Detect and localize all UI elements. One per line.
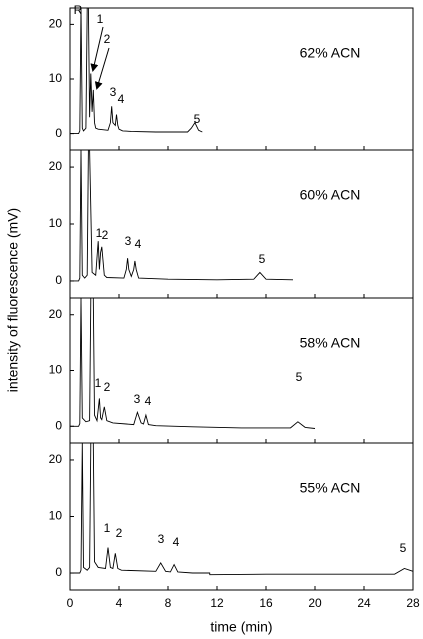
x-tick-label: 0	[67, 596, 74, 610]
panel-frame	[69, 442, 414, 591]
x-tick-label: 4	[116, 596, 123, 610]
peak-label: 3	[110, 85, 117, 99]
y-tick-label: 10	[49, 216, 63, 230]
peak-label: 2	[104, 380, 111, 394]
x-tick-label: 16	[259, 596, 273, 610]
y-tick-label: 0	[55, 126, 62, 140]
arrow	[94, 47, 110, 90]
peak-label: 5	[296, 370, 303, 384]
panel-label: 62% ACN	[300, 45, 361, 61]
peak-label: R	[74, 3, 83, 17]
peak-label: 2	[102, 228, 109, 242]
peak-label: 5	[400, 541, 407, 555]
peak-label: 3	[134, 392, 141, 406]
peak-label: 2	[116, 526, 123, 540]
y-tick-label: 10	[49, 71, 63, 85]
panel-frame	[69, 149, 414, 299]
y-tick-label: 20	[49, 17, 63, 31]
peak-label: 1	[96, 226, 103, 240]
x-tick-label: 28	[406, 596, 420, 610]
trace	[70, 7, 203, 135]
peak-label: 4	[145, 394, 152, 408]
peak-label: 4	[118, 92, 125, 106]
y-tick-label: 20	[49, 452, 63, 466]
panel-label: 60% ACN	[300, 187, 361, 203]
x-tick-label: 12	[210, 596, 224, 610]
peak-label: 3	[158, 532, 165, 546]
y-axis-label: intensity of fluorescence (mV)	[5, 208, 21, 392]
arrow	[90, 26, 104, 72]
peak-label: 5	[194, 112, 201, 126]
panel-frame	[69, 297, 414, 444]
trace	[70, 149, 294, 282]
peak-label: 5	[259, 252, 266, 266]
panel-label: 55% ACN	[300, 480, 361, 496]
panel-label: 58% ACN	[300, 335, 361, 351]
peak-label: 1	[104, 521, 111, 535]
y-tick-label: 20	[49, 307, 63, 321]
x-axis-label: time (min)	[210, 619, 272, 635]
y-tick-label: 0	[55, 273, 62, 287]
y-tick-label: 10	[49, 509, 63, 523]
peak-label: 1	[95, 376, 102, 390]
panel-frame	[69, 7, 414, 151]
y-tick-label: 0	[55, 418, 62, 432]
x-tick-label: 24	[357, 596, 371, 610]
x-tick-label: 8	[165, 596, 172, 610]
y-tick-label: 10	[49, 363, 63, 377]
trace	[70, 297, 316, 429]
y-tick-label: 0	[55, 565, 62, 579]
peak-label: 1	[97, 12, 104, 26]
peak-label: 2	[104, 32, 111, 46]
y-tick-label: 20	[49, 159, 63, 173]
peak-label: 3	[125, 234, 132, 248]
peak-label: 4	[135, 237, 142, 251]
peak-label: 4	[173, 535, 180, 549]
x-tick-label: 20	[308, 596, 322, 610]
trace	[70, 442, 414, 576]
